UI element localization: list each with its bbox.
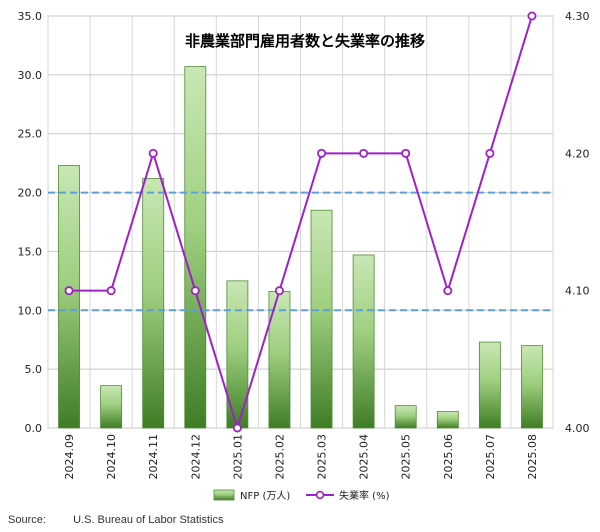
unemployment-point xyxy=(106,286,116,296)
axes: 0.0 5.0 10.0 15.0 20.0 25.0 30.0 35.0 4.00 4.10 4.… xyxy=(18,10,590,480)
legend-line-marker xyxy=(315,490,325,500)
x-tick-label: 2024.11 xyxy=(147,434,160,480)
x-tick-label: 2025.03 xyxy=(316,434,329,480)
x-tick-label: 2024.12 xyxy=(189,434,202,480)
unemployment-polyline xyxy=(69,15,533,432)
chart-title: 非農業部門雇用者数と失業率の推移 xyxy=(185,32,425,50)
nfp-bar xyxy=(436,411,459,429)
nfp-bars xyxy=(58,66,543,429)
y-left-tick-label: 10.0 xyxy=(18,304,43,317)
nfp-bar xyxy=(352,254,375,429)
x-tick-label: 2025.04 xyxy=(358,434,371,480)
source-note: Source: U.S. Bureau of Labor Statistics xyxy=(8,514,223,526)
nfp-bar xyxy=(310,209,333,429)
unemployment-point xyxy=(64,286,74,296)
x-tick-label: 2025.07 xyxy=(484,434,497,480)
x-tick-label: 2025.01 xyxy=(231,434,244,480)
nfp-bar xyxy=(142,178,165,429)
y-left-tick-label: 30.0 xyxy=(18,69,43,82)
y-left-tick-label: 15.0 xyxy=(18,245,43,258)
x-tick-label: 2024.09 xyxy=(63,434,76,480)
y-right-tick-label: 4.10 xyxy=(565,285,590,298)
nfp-bar xyxy=(184,66,207,429)
unemployment-point xyxy=(443,286,453,296)
x-tick-label: 2025.06 xyxy=(442,434,455,480)
reference-lines xyxy=(48,191,553,312)
x-tick-label: 2025.05 xyxy=(400,434,413,480)
source-label: Source: xyxy=(8,514,46,526)
unemployment-point xyxy=(485,148,495,158)
unemployment-point xyxy=(148,148,158,158)
y-left-tick-label: 25.0 xyxy=(18,128,43,141)
unemployment-point xyxy=(401,148,411,158)
unemployment-point xyxy=(232,423,242,433)
y-right-tick-label: 4.20 xyxy=(565,147,590,160)
legend-label-unemployment: 失業率 (%) xyxy=(339,489,390,502)
source-text: U.S. Bureau of Labor Statistics xyxy=(73,514,224,526)
unemployment-point xyxy=(317,148,327,158)
nfp-bar xyxy=(58,165,80,429)
unemployment-point xyxy=(190,286,200,296)
unemployment-point xyxy=(527,11,537,21)
nfp-bar xyxy=(521,345,543,429)
unemployment-line xyxy=(64,11,537,433)
y-left-tick-label: 20.0 xyxy=(18,187,43,200)
nfp-bar xyxy=(478,341,501,429)
nfp-bar xyxy=(394,405,417,429)
unemployment-point xyxy=(359,148,369,158)
x-tick-label: 2025.02 xyxy=(273,434,286,480)
unemployment-point xyxy=(274,286,284,296)
y-right-tick-label: 4.30 xyxy=(565,10,590,23)
legend-bar-swatch xyxy=(213,489,235,501)
y-left-tick-label: 0.0 xyxy=(25,422,43,435)
nfp-bar xyxy=(100,385,123,429)
combo-chart: 0.0 5.0 10.0 15.0 20.0 25.0 30.0 35.0 4.00 4.10 4.… xyxy=(18,10,590,502)
x-tick-label: 2025.08 xyxy=(526,434,539,480)
x-tick-label: 2024.10 xyxy=(105,434,118,480)
y-left-tick-label: 35.0 xyxy=(18,10,43,23)
y-right-tick-label: 4.00 xyxy=(565,422,590,435)
legend-label-nfp: NFP (万人) xyxy=(240,490,290,502)
y-left-tick-label: 5.0 xyxy=(25,363,43,376)
legend: NFP (万人) 失業率 (%) xyxy=(213,489,390,502)
